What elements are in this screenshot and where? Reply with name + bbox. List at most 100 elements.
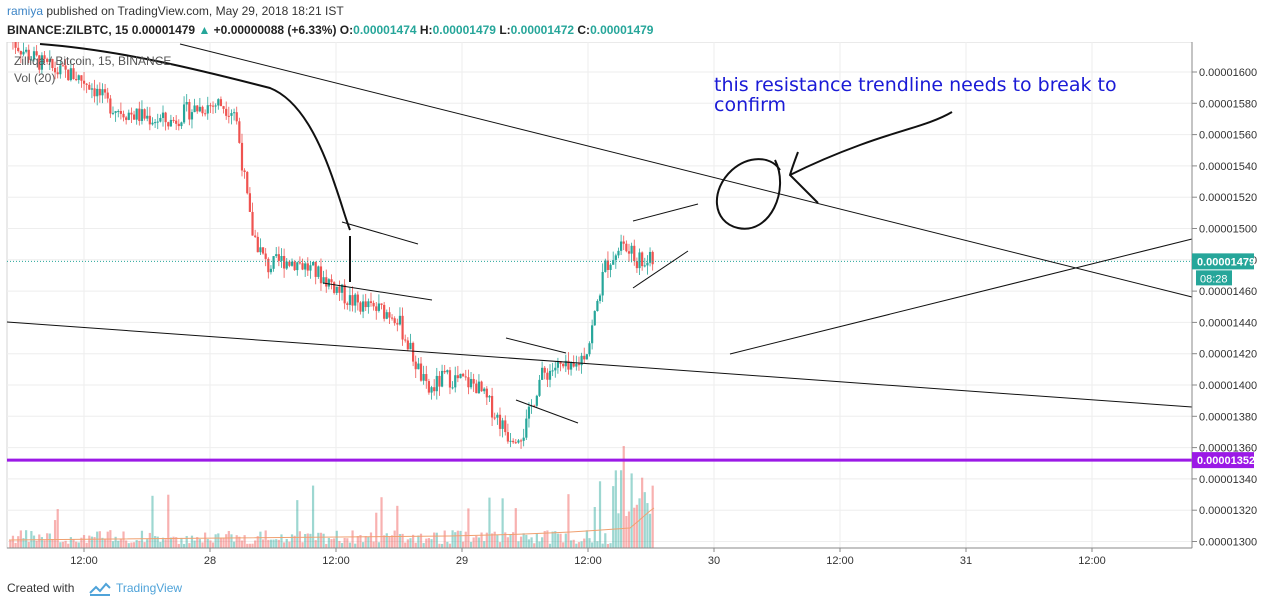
volume-bar xyxy=(235,535,238,548)
volume-bar xyxy=(106,531,109,548)
volume-bar xyxy=(156,536,159,548)
volume-bar xyxy=(204,532,207,548)
candle-body xyxy=(385,312,388,319)
volume-bar xyxy=(311,485,315,548)
candle-body xyxy=(361,301,365,312)
chart-area[interactable]: this resistance trendline needs to break… xyxy=(0,33,1270,577)
candle-body xyxy=(256,236,259,253)
volume-bar xyxy=(301,542,304,548)
candle-body xyxy=(354,294,357,306)
volume-bar xyxy=(90,536,94,548)
volume-bar xyxy=(488,497,491,548)
candle-body xyxy=(114,111,117,113)
volume-bar xyxy=(143,542,146,548)
candle-body xyxy=(140,109,144,121)
candle-body xyxy=(541,367,544,380)
candle-body xyxy=(56,72,59,75)
volume-bar xyxy=(19,530,22,548)
candle-body xyxy=(567,360,570,370)
candle-body xyxy=(296,262,299,271)
candle-body xyxy=(151,122,154,125)
volume-bar xyxy=(525,534,528,548)
price-change-pct: (+6.33%) xyxy=(287,23,337,37)
tradingview-brand[interactable]: TradingView xyxy=(116,581,183,595)
volume-bar xyxy=(125,540,128,548)
volume-bar xyxy=(359,535,362,548)
volume-bar xyxy=(48,533,51,548)
candle-body xyxy=(580,355,583,366)
candle-body xyxy=(96,88,99,97)
volume-bar xyxy=(243,535,246,548)
volume-bar xyxy=(172,536,175,548)
candle-body xyxy=(572,363,575,367)
volume-bar xyxy=(546,530,549,548)
candle-body xyxy=(390,317,394,319)
candle-body xyxy=(425,374,428,382)
volume-bar xyxy=(404,542,407,548)
candle-body xyxy=(504,420,507,433)
candle-body xyxy=(543,367,546,373)
volume-bar xyxy=(480,532,483,548)
high-value: 0.00001479 xyxy=(432,23,496,37)
volume-bar xyxy=(177,543,180,548)
volume-bar xyxy=(211,542,215,548)
candle-body xyxy=(348,295,352,305)
candle-body xyxy=(556,361,560,368)
publisher-name[interactable]: ramiya xyxy=(7,4,44,18)
volume-bar xyxy=(580,541,583,548)
candle-body xyxy=(230,113,233,116)
candle-body xyxy=(243,170,246,172)
candle-body xyxy=(559,361,562,364)
y-tick-label: 0.00001340 xyxy=(1199,474,1257,486)
volume-bar xyxy=(11,535,15,548)
volume-bar xyxy=(169,537,173,548)
tradingview-logo-icon[interactable] xyxy=(88,580,112,598)
volume-bar xyxy=(522,533,525,548)
candle-body xyxy=(217,99,220,106)
volume-ma-line xyxy=(8,507,655,541)
volume-bar xyxy=(214,534,217,548)
volume-bar xyxy=(648,513,652,548)
volume-bar xyxy=(593,506,596,548)
volume-bar xyxy=(372,541,375,548)
candle-body xyxy=(232,112,236,114)
candle-body xyxy=(309,265,312,271)
candle-body xyxy=(343,284,346,304)
volume-bar xyxy=(101,537,104,548)
volume-bar xyxy=(322,533,325,548)
candle-body xyxy=(214,105,217,107)
volume-bar xyxy=(364,536,367,548)
x-tick-label: 12:00 xyxy=(322,555,350,567)
candle-body xyxy=(393,318,396,324)
candle-body xyxy=(314,261,317,277)
candle-body xyxy=(562,363,565,367)
volume-bar xyxy=(267,539,270,548)
candle-body xyxy=(585,354,588,360)
candle-body xyxy=(327,279,330,287)
volume-bar xyxy=(296,500,299,548)
candle-body xyxy=(219,99,223,107)
candle-body xyxy=(272,256,275,269)
volume-bar xyxy=(617,513,620,548)
volume-bar xyxy=(38,534,41,548)
volume-bar xyxy=(290,534,294,548)
volume-bar xyxy=(167,494,170,548)
volume-bar xyxy=(588,538,591,548)
price-chart[interactable]: this resistance trendline needs to break… xyxy=(0,33,1270,577)
candle-body xyxy=(280,255,283,261)
volume-bar xyxy=(69,537,72,548)
candle-body xyxy=(417,363,420,370)
candle-body xyxy=(143,109,146,119)
candle-body xyxy=(72,68,75,80)
candle-body xyxy=(130,112,133,115)
volume-bar xyxy=(238,536,241,548)
volume-bar xyxy=(283,542,286,548)
volume-bar xyxy=(606,543,610,548)
y-tick-label: 0.00001460 xyxy=(1199,286,1257,298)
volume-bar xyxy=(264,530,267,548)
volume-bar xyxy=(9,540,12,548)
candle-body xyxy=(156,121,159,123)
candle-body xyxy=(40,55,44,70)
candle-body xyxy=(622,241,625,244)
volume-bar xyxy=(111,541,115,548)
